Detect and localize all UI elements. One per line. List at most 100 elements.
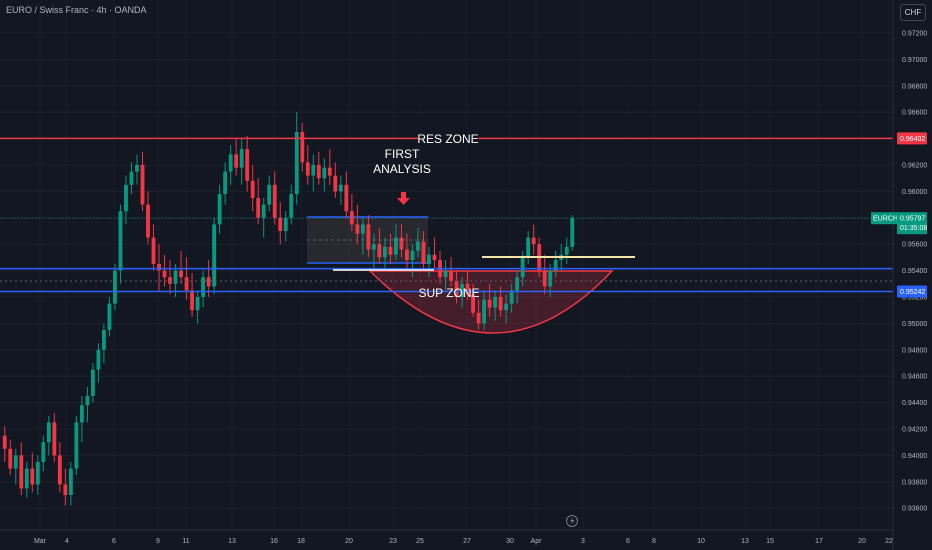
candle [19, 442, 24, 495]
time-tick-label: 18 [297, 538, 305, 545]
candle [294, 112, 299, 205]
candle [24, 462, 29, 498]
candle-body [427, 254, 431, 264]
candle-body [228, 154, 233, 172]
candle-body [283, 217, 288, 231]
candle-body [195, 297, 200, 311]
candle-body [96, 349, 101, 370]
candle-body [405, 249, 409, 261]
candle-body [531, 237, 536, 245]
candle [509, 283, 514, 313]
sup-price-tag-bg [897, 285, 927, 298]
candle [316, 151, 321, 185]
time-tick-label: 9 [156, 538, 160, 545]
candle [146, 191, 150, 245]
candle [322, 158, 327, 192]
candle [526, 231, 531, 264]
chart-title: EURO / Swiss Franc · 4h · OANDA [6, 5, 147, 15]
candle [333, 162, 338, 198]
time-axis[interactable]: Mar 4 6 9 11 13 16 18 20 23 25 27 30 Apr 3 6 8 10 13 15 17 20… [34, 538, 893, 545]
candle [338, 175, 343, 205]
candle-body [278, 217, 283, 231]
candle-body [8, 448, 13, 469]
candle-body [101, 330, 106, 350]
price-tick-label: 0.97000 [902, 57, 927, 64]
candle [371, 233, 376, 268]
candle [570, 215, 575, 251]
candle [74, 415, 79, 476]
candle-body [289, 194, 294, 218]
candle [52, 413, 57, 462]
candle-body [162, 270, 167, 278]
time-tick-label: Apr [531, 538, 543, 545]
last-price-bg [897, 212, 927, 235]
candle-body [157, 264, 161, 271]
price-tick-label: 0.93600 [902, 506, 927, 513]
candle-body [432, 254, 437, 261]
price-tick-label: 0.95400 [902, 268, 927, 275]
last-price-text: 0.95797 [900, 216, 925, 223]
candle [250, 165, 255, 212]
candle [13, 448, 18, 485]
candle-body [256, 198, 261, 218]
sup-price-tag: 0.95242 [897, 285, 927, 298]
candle-body [68, 468, 73, 495]
candle-body [151, 237, 156, 264]
candle-body [201, 277, 206, 297]
candle [8, 439, 13, 476]
price-tick-label: 0.95000 [902, 321, 927, 328]
candle-body [173, 270, 178, 284]
candle-body [382, 246, 387, 258]
price-tick-label: 0.94000 [902, 453, 927, 460]
candle-body [35, 462, 40, 485]
candle [124, 175, 128, 225]
candle-body [30, 468, 35, 485]
candle [228, 145, 233, 185]
candle-body [504, 303, 509, 311]
candle [101, 323, 106, 363]
candle-body [421, 241, 426, 264]
time-tick-label: 6 [112, 538, 116, 545]
candle-body [360, 224, 365, 234]
currency-badge[interactable]: CHF [900, 4, 926, 21]
candle-body [184, 277, 189, 291]
price-tick-label: 0.96800 [902, 83, 927, 90]
candle-body [2, 435, 7, 449]
lightning-icon[interactable] [566, 515, 578, 527]
candle-body [366, 224, 371, 250]
candle [360, 217, 365, 255]
res-zone-label-bg [418, 130, 478, 146]
time-tick-label: 27 [463, 538, 471, 545]
candle-body [377, 244, 382, 258]
candle-body [460, 283, 464, 297]
first-analysis-label-line1: FIRST [385, 147, 420, 161]
candle [410, 244, 415, 278]
candle [96, 343, 101, 383]
candle [382, 237, 387, 271]
candle-body [410, 250, 415, 261]
candle-body [482, 299, 487, 324]
candle [553, 250, 558, 278]
candle-body [465, 283, 470, 295]
candle-body [52, 422, 57, 456]
candle [261, 198, 266, 238]
candle [416, 228, 420, 258]
candle [195, 290, 200, 324]
candle-body [487, 299, 492, 308]
candle-body [515, 277, 520, 291]
candle-body [493, 297, 498, 308]
time-tick-label: 13 [741, 538, 749, 545]
candle [311, 154, 316, 192]
candle-body [212, 224, 217, 287]
candle-body [63, 484, 68, 495]
candle [63, 468, 68, 506]
candle-body [371, 244, 376, 250]
candle [129, 162, 134, 195]
candle [30, 452, 35, 493]
candle [377, 228, 382, 264]
candle-body [344, 184, 349, 212]
candle-body [239, 149, 244, 168]
candle-body [394, 237, 398, 255]
time-tick-label: 20 [858, 538, 866, 545]
